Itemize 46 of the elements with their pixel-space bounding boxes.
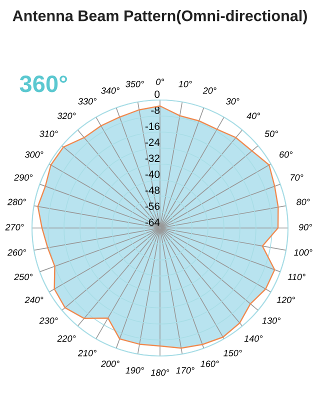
spoke-label: 220° <box>57 335 76 342</box>
spoke-label: 290° <box>14 174 33 181</box>
spoke-label: 70° <box>290 174 304 181</box>
y-tick-label: -16 <box>145 122 160 130</box>
spoke-label: 120° <box>276 296 296 304</box>
spoke-label: 180° <box>150 369 170 376</box>
text: 360° <box>20 76 68 92</box>
chart-title: Antenna Beam Pattern(Omni-directional) <box>12 10 307 24</box>
spoke-label: 310° <box>40 130 58 137</box>
spoke-label: 300° <box>24 151 44 158</box>
spoke-label: 230° <box>39 317 58 324</box>
spoke-label: 270° <box>5 224 24 230</box>
spoke-label: 350° <box>126 80 144 88</box>
spoke-label: 60° <box>280 151 292 158</box>
spoke-label: 0° <box>156 78 164 86</box>
y-tick-label: 0 <box>154 90 160 98</box>
spoke-label: 280° <box>7 198 26 206</box>
spoke-label: 20° <box>202 87 216 94</box>
spoke-label: 160° <box>200 360 219 368</box>
spoke-label: 250° <box>14 274 33 280</box>
spoke-label: 190° <box>126 367 144 374</box>
spoke-label: 80° <box>296 198 310 206</box>
y-tick-label: -32 <box>145 154 160 162</box>
spoke-label: 240° <box>24 296 44 304</box>
spoke-label: 100° <box>294 249 312 256</box>
spoke-label: 110° <box>288 274 306 280</box>
spoke-label: 210° <box>78 350 96 356</box>
spoke-label: 50° <box>264 130 278 137</box>
spoke-label: 40° <box>246 112 260 120</box>
spoke-label: 140° <box>244 335 263 342</box>
y-tick-label: -48 <box>145 186 160 194</box>
spoke-label: 260° <box>7 249 26 256</box>
y-tick-label: -24 <box>145 138 160 146</box>
spoke-label: 340° <box>101 87 120 94</box>
y-tick-label: -40 <box>145 170 160 178</box>
spoke-label: 10° <box>178 80 192 88</box>
spoke-label: 90° <box>298 224 312 230</box>
spoke-label: 330° <box>78 98 96 105</box>
spoke-label: 130° <box>262 317 280 324</box>
y-tick-label: -64 <box>145 218 160 226</box>
spoke-label: 30° <box>226 98 240 105</box>
y-tick-label: -56 <box>145 202 160 210</box>
spoke-label: 320° <box>57 112 76 120</box>
spoke-label: 200° <box>100 360 120 368</box>
spoke-label: 170° <box>176 367 194 374</box>
spoke-label: 150° <box>224 350 242 356</box>
